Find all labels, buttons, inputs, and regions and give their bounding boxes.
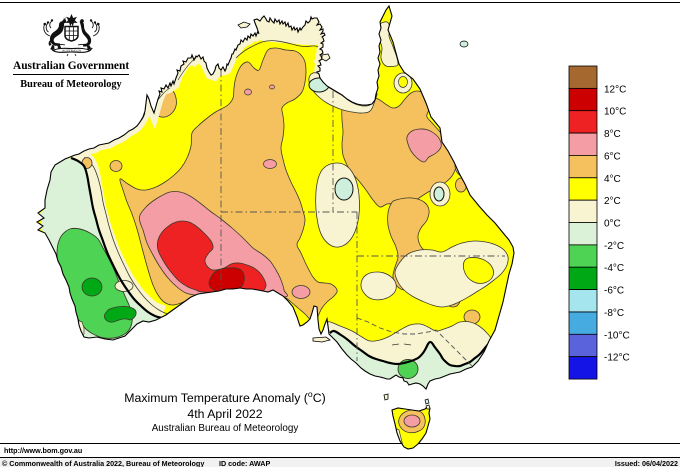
svg-text:-2°C: -2°C xyxy=(604,241,624,252)
svg-text:-8°C: -8°C xyxy=(604,308,624,319)
svg-text:-12°C: -12°C xyxy=(604,353,630,364)
svg-text:-10°C: -10°C xyxy=(604,330,630,341)
svg-text:-6°C: -6°C xyxy=(604,286,624,297)
svg-text:6°C: 6°C xyxy=(604,151,621,162)
svg-text:8°C: 8°C xyxy=(604,129,621,140)
svg-text:4°C: 4°C xyxy=(604,174,621,185)
svg-text:10°C: 10°C xyxy=(604,107,626,118)
svg-text:-4°C: -4°C xyxy=(604,263,624,274)
svg-text:AUSTRALIA: AUSTRALIA xyxy=(62,49,82,53)
svg-text:0°C: 0°C xyxy=(604,219,621,230)
svg-text:12°C: 12°C xyxy=(604,84,626,95)
svg-text:2°C: 2°C xyxy=(604,196,621,207)
